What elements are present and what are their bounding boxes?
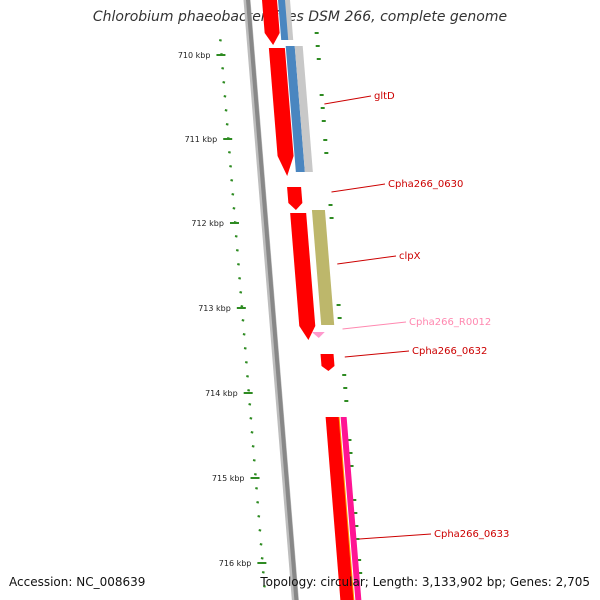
leader-line bbox=[359, 533, 432, 540]
tick-label: 714 kbp bbox=[205, 389, 238, 398]
gene-label-gltd: gltD bbox=[374, 91, 395, 102]
gc-dash bbox=[257, 515, 261, 518]
backbone bbox=[243, 0, 299, 600]
gc-dash bbox=[251, 445, 255, 448]
map-title: Chlorobium phaeobacteroides DSM 266, com… bbox=[92, 9, 508, 25]
gc-dash bbox=[247, 389, 251, 392]
cog-band bbox=[285, 0, 294, 40]
gc-dash bbox=[260, 557, 264, 560]
gc-dash bbox=[246, 375, 249, 378]
gc-dash bbox=[234, 235, 238, 238]
gene-label-cpha266_0632: Cpha266_0632 bbox=[412, 346, 487, 357]
cog-band bbox=[294, 46, 313, 172]
gene-label-cpha266_0633: Cpha266_0633 bbox=[434, 529, 509, 540]
gc-dash bbox=[239, 291, 243, 294]
gc-dash bbox=[218, 39, 222, 42]
leader-line bbox=[337, 255, 397, 265]
tick-label: 715 kbp bbox=[212, 474, 245, 483]
gene-label-cpha266_0630: Cpha266_0630 bbox=[388, 179, 463, 190]
gc-dash bbox=[258, 529, 262, 532]
cds-arrow bbox=[325, 417, 354, 600]
gc-dash bbox=[225, 123, 229, 126]
gc-dash bbox=[235, 249, 239, 252]
gc-dash bbox=[229, 165, 233, 168]
gc-dash bbox=[222, 81, 226, 84]
gc-dash bbox=[221, 67, 225, 70]
tick-label: 713 kbp bbox=[198, 304, 231, 313]
genome-summary-text: Topology: circular; Length: 3,133,902 bp… bbox=[260, 575, 590, 589]
cds-arrow bbox=[320, 354, 335, 371]
gc-dash bbox=[238, 277, 242, 280]
gc-dash bbox=[249, 417, 253, 420]
gc-dash bbox=[244, 361, 248, 364]
gc-dash bbox=[237, 263, 240, 266]
leader-line bbox=[344, 350, 410, 358]
gc-dash bbox=[250, 431, 254, 434]
cds-arrow bbox=[287, 187, 303, 210]
gc-dash bbox=[248, 403, 252, 406]
cog-band bbox=[340, 417, 362, 600]
accession-text: Accession: NC_008639 bbox=[9, 575, 146, 589]
gc-dash bbox=[228, 151, 231, 154]
tick-label: 712 kbp bbox=[191, 219, 224, 228]
gc-content-track bbox=[218, 32, 363, 588]
tick-label: 710 kbp bbox=[178, 51, 211, 60]
cds-track bbox=[261, 0, 354, 600]
gc-dash bbox=[223, 95, 227, 98]
gc-dash bbox=[256, 501, 260, 504]
gc-dash bbox=[262, 585, 266, 588]
gc-dash bbox=[241, 319, 245, 322]
gc-dash bbox=[261, 571, 265, 574]
gc-dash bbox=[242, 333, 246, 336]
gc-dash bbox=[231, 193, 235, 196]
tick-label: 716 kbp bbox=[219, 559, 252, 568]
gc-dash bbox=[252, 459, 256, 462]
gc-dash bbox=[232, 207, 236, 210]
leader-line bbox=[324, 95, 372, 105]
gc-dash bbox=[230, 179, 234, 182]
rrna-marker bbox=[311, 332, 325, 338]
gc-dash bbox=[240, 305, 244, 308]
gene-label-cpha266_r0012: Cpha266_R0012 bbox=[409, 317, 491, 328]
cog-band bbox=[311, 210, 335, 325]
gc-dash bbox=[255, 487, 258, 490]
cds-arrow bbox=[261, 0, 280, 45]
scale-ticks: 710 kbp 711 kbp 712 kbp 713 kbp 714 kbp 715 k… bbox=[178, 51, 267, 568]
feature-labels: gltD Cpha266_0630 clpX Cpha266_R0012 Cpha266… bbox=[324, 91, 509, 540]
cog-band bbox=[285, 46, 305, 172]
gc-dash bbox=[259, 543, 263, 546]
leader-line bbox=[342, 321, 407, 330]
leader-line bbox=[331, 183, 386, 193]
tick-label: 711 kbp bbox=[185, 135, 218, 144]
backbone-line bbox=[245, 0, 299, 600]
gc-dash bbox=[253, 473, 257, 476]
cds-arrow bbox=[290, 213, 316, 340]
gene-label-clpx: clpX bbox=[399, 251, 421, 262]
cds-arrow bbox=[268, 48, 294, 176]
gc-dash bbox=[243, 347, 247, 350]
gc-dash bbox=[224, 109, 228, 112]
